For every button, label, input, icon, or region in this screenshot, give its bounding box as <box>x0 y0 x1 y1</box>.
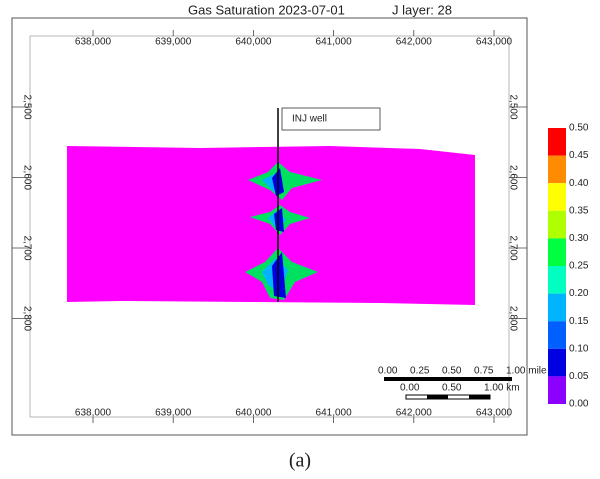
colorbar-label: 0.00 <box>569 399 589 410</box>
colorbar-bin <box>548 155 566 184</box>
colorbar-label: 0.25 <box>569 261 589 272</box>
x-tick-label-top: 639,000 <box>155 37 192 48</box>
colorbar-label: 0.50 <box>569 123 589 134</box>
x-tick-label-bottom: 638,000 <box>75 408 112 419</box>
caption: (a) <box>289 450 311 472</box>
x-tick-label-bottom: 643,000 <box>476 408 513 419</box>
title: Gas Saturation 2023-07-01 <box>188 2 345 17</box>
scale-label-mile: 0.50 <box>442 366 462 377</box>
colorbar-bin <box>548 183 566 211</box>
colorbar-label: 0.45 <box>569 150 589 161</box>
inner-frame <box>29 35 510 418</box>
scale-label-mile: 0.75 <box>474 366 494 377</box>
x-tick-label-bottom: 642,000 <box>396 408 433 419</box>
x-tick-label-top: 643,000 <box>476 37 513 48</box>
colorbar-label: 0.05 <box>569 371 589 382</box>
model-grid <box>67 146 475 305</box>
x-tick-label-top: 641,000 <box>316 37 353 48</box>
annotation: INJ well <box>292 114 327 125</box>
scale-bar-km-segment <box>469 395 490 399</box>
x-tick-label-top: 638,000 <box>75 37 112 48</box>
frame <box>11 17 528 436</box>
colorbar-bin <box>548 376 566 404</box>
colorbar-bin <box>548 293 566 322</box>
scale-label-mile: 0.00 <box>378 366 398 377</box>
scale-label-mile: 1.00 mile <box>506 366 547 377</box>
x-tick-label-top: 640,000 <box>235 37 272 48</box>
x-tick-label-bottom: 640,000 <box>235 408 272 419</box>
colorbar-bin <box>548 210 566 239</box>
colorbar-bin <box>548 348 566 377</box>
colorbar-bin <box>548 321 566 349</box>
scale-label-km: 1.00 km <box>484 383 520 394</box>
layer-label: J layer: 28 <box>392 2 452 17</box>
x-tick-label-top: 642,000 <box>396 37 433 48</box>
scale-bar-km-segment <box>427 395 448 399</box>
annotation-box <box>281 107 381 131</box>
colorbar-label: 0.40 <box>569 178 589 189</box>
scale-label-km: 0.00 <box>400 383 420 394</box>
colorbar-label: 0.30 <box>569 233 589 244</box>
scale-label-km: 0.50 <box>442 383 462 394</box>
colorbar-label: 0.20 <box>569 288 589 299</box>
colorbar-bin <box>548 266 566 294</box>
colorbar-bin <box>548 128 566 156</box>
colorbar-label: 0.10 <box>569 343 589 354</box>
scale-label-mile: 0.25 <box>410 366 430 377</box>
colorbar-bin <box>548 238 566 266</box>
x-tick-label-bottom: 641,000 <box>316 408 353 419</box>
gas-plume <box>245 162 322 300</box>
x-tick-label-bottom: 639,000 <box>155 408 192 419</box>
colorbar-label: 0.35 <box>569 205 589 216</box>
colorbar-label: 0.15 <box>569 316 589 327</box>
scale-bar-mile <box>384 377 512 381</box>
